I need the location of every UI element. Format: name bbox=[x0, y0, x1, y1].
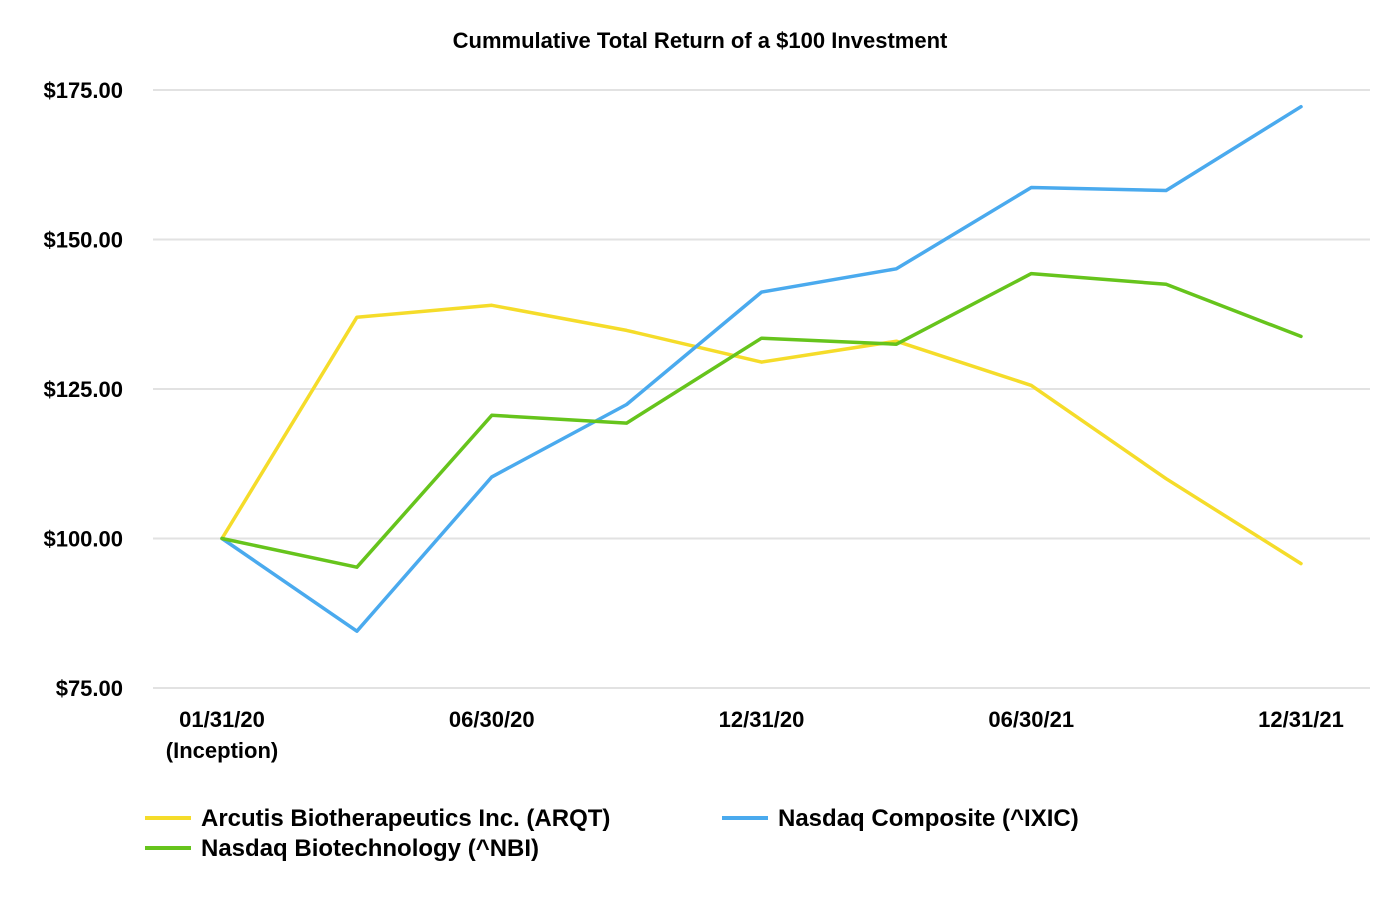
series-line-0 bbox=[220, 303, 1303, 566]
x-tick-label: 06/30/21 bbox=[988, 707, 1074, 732]
legend-label: Nasdaq Composite (^IXIC) bbox=[778, 805, 1079, 832]
x-axis-tick-labels: 01/31/20 (Inception) 06/30/20 12/31/20 06/30… bbox=[166, 707, 1344, 763]
y-tick-label: $100.00 bbox=[43, 527, 123, 552]
series-line-1 bbox=[220, 104, 1303, 633]
series-line-2 bbox=[220, 271, 1303, 569]
legend-label: Arcutis Biotherapeutics Inc. (ARQT) bbox=[201, 805, 610, 832]
y-tick-label: $75.00 bbox=[56, 676, 123, 701]
legend: Arcutis Biotherapeutics Inc. (ARQT) Nasda… bbox=[145, 805, 1079, 862]
x-tick-label: 01/31/20 (Inception) bbox=[166, 707, 278, 763]
chart-title: Cummulative Total Return of a $100 Inves… bbox=[453, 28, 948, 53]
y-tick-label: $150.00 bbox=[43, 228, 123, 253]
y-tick-label: $125.00 bbox=[43, 377, 123, 402]
x-tick-label: 12/31/20 bbox=[719, 707, 805, 732]
series-lines bbox=[220, 104, 1303, 633]
y-tick-label: $175.00 bbox=[43, 78, 123, 103]
gridlines bbox=[153, 89, 1370, 689]
y-axis-tick-labels: $75.00 $100.00 $125.00 $150.00 $175.00 bbox=[43, 78, 123, 701]
x-tick-label: 12/31/21 bbox=[1258, 707, 1344, 732]
legend-label: Nasdaq Biotechnology (^NBI) bbox=[201, 835, 539, 862]
x-tick-label: 06/30/20 bbox=[449, 707, 535, 732]
